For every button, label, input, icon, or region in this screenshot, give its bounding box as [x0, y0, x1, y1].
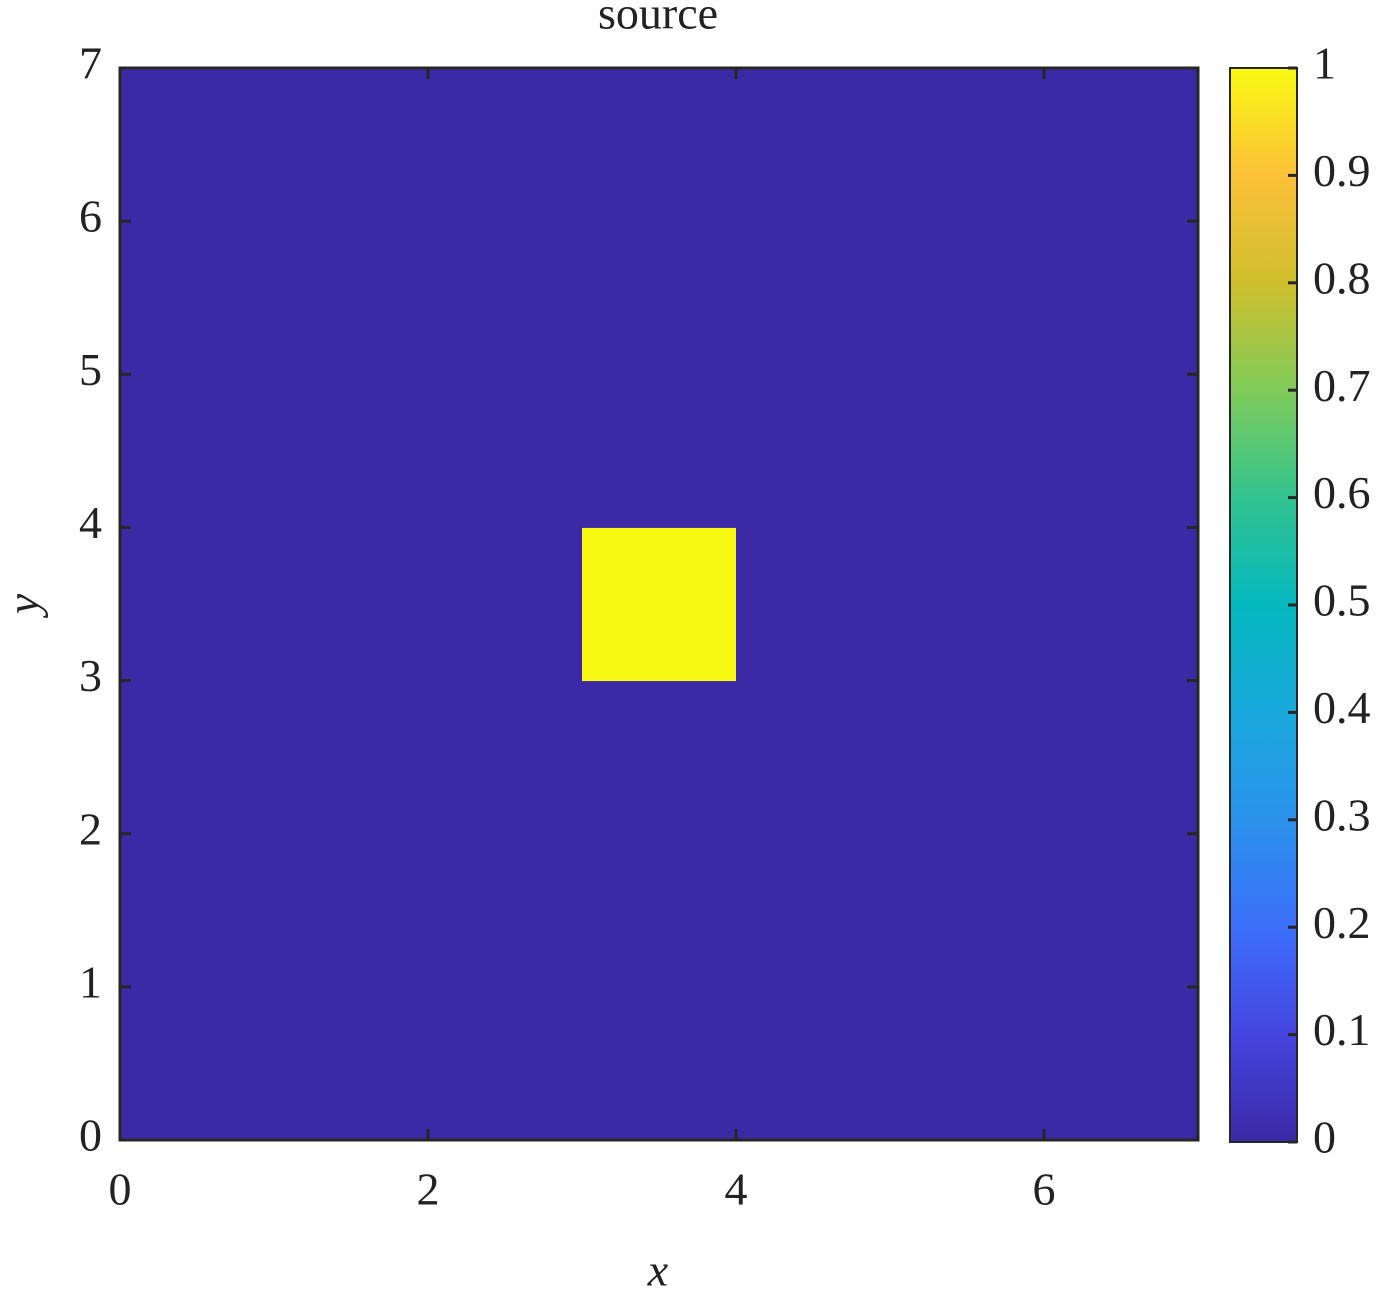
colorbar-tick-label: 0.5: [1313, 575, 1371, 626]
heatmap-cell: [736, 221, 891, 375]
heatmap-cell: [890, 680, 1045, 835]
y-tick-label: 2: [79, 803, 102, 854]
heatmap-cell: [274, 680, 429, 835]
colorbar-tick-label: 1: [1313, 38, 1336, 89]
heatmap-cell: [120, 680, 275, 835]
heatmap-cell: [736, 374, 891, 528]
y-tick-label: 3: [79, 650, 102, 701]
heatmap-cell: [890, 986, 1045, 1141]
heatmap-cell: [1044, 374, 1199, 528]
heatmap-cell: [736, 527, 891, 682]
colorbar-tick-label: 0.6: [1313, 467, 1371, 518]
heatmap-cell: [428, 833, 583, 988]
colorbar-tick-label: 0: [1313, 1112, 1336, 1163]
colorbar-tick-label: 0.4: [1313, 682, 1371, 733]
heatmap-cell: [274, 221, 429, 375]
heatmap-cell: [274, 833, 429, 988]
heatmap-cell: [120, 833, 275, 988]
heatmap-cell: [428, 221, 583, 375]
heatmap-cell: [1044, 221, 1199, 375]
y-tick-label: 4: [79, 497, 102, 548]
heatmap-cell: [1044, 68, 1199, 222]
x-tick-label: 4: [725, 1164, 748, 1215]
y-tick-label: 5: [79, 344, 102, 395]
colorbar-tick-label: 0.3: [1313, 789, 1371, 840]
heatmap-cell: [582, 833, 737, 988]
heatmap-cell: [736, 833, 891, 988]
heatmap-cell: [120, 986, 275, 1141]
heatmap-cell: [582, 68, 737, 222]
heatmap-cell: [582, 221, 737, 375]
heatmap-cell: [890, 833, 1045, 988]
heatmap-cell: [890, 68, 1045, 222]
y-tick-label: 0: [79, 1110, 102, 1161]
heatmap-cell: [120, 68, 275, 222]
heatmap-cell: [1044, 680, 1199, 835]
y-tick-label: 6: [79, 191, 102, 242]
heatmap-cell: [582, 986, 737, 1141]
heatmap-cell: [428, 680, 583, 835]
heatmap-cell: [1044, 527, 1199, 682]
x-tick-label: 2: [417, 1164, 440, 1215]
y-tick-label: 7: [79, 38, 102, 89]
heatmap-cell: [120, 221, 275, 375]
plot-frame: [118, 66, 1200, 1142]
heatmap-cell: [1044, 986, 1199, 1141]
x-tick-label: 6: [1033, 1164, 1056, 1215]
heatmap-cell: [736, 986, 891, 1141]
heatmap-cell: [428, 68, 583, 222]
heatmap-cell: [274, 527, 429, 682]
colorbar-tick-label: 0.1: [1313, 1004, 1371, 1055]
y-axis-label: y: [0, 593, 49, 618]
heatmap-cell: [582, 527, 737, 682]
heatmap-cell: [1044, 833, 1199, 988]
chart-title: source: [598, 0, 718, 39]
heatmap-cell: [428, 374, 583, 528]
heatmap-cell: [120, 527, 275, 682]
y-tick-label: 1: [79, 956, 102, 1007]
heatmap-cell: [890, 374, 1045, 528]
heatmap-cell: [890, 221, 1045, 375]
heatmap-cell: [120, 374, 275, 528]
heatmap-cell: [274, 374, 429, 528]
colorbar-tick-label: 0.7: [1313, 360, 1371, 411]
heatmap-cell: [736, 68, 891, 222]
colorbar: [1229, 67, 1298, 1143]
heatmap-cell: [274, 68, 429, 222]
heatmap-cell: [428, 527, 583, 682]
x-tick-label: 0: [109, 1164, 132, 1215]
colorbar-tick-label: 0.9: [1313, 145, 1371, 196]
colorbar-tick-label: 0.2: [1313, 897, 1371, 948]
heatmap-cell: [274, 986, 429, 1141]
colorbar-tick-label: 0.8: [1313, 252, 1371, 303]
heatmap-cell: [890, 527, 1045, 682]
heatmap-cell: [428, 986, 583, 1141]
heatmap-cell: [736, 680, 891, 835]
heatmap-cell: [582, 680, 737, 835]
heatmap-cell: [582, 374, 737, 528]
x-axis-label: x: [647, 1245, 669, 1296]
